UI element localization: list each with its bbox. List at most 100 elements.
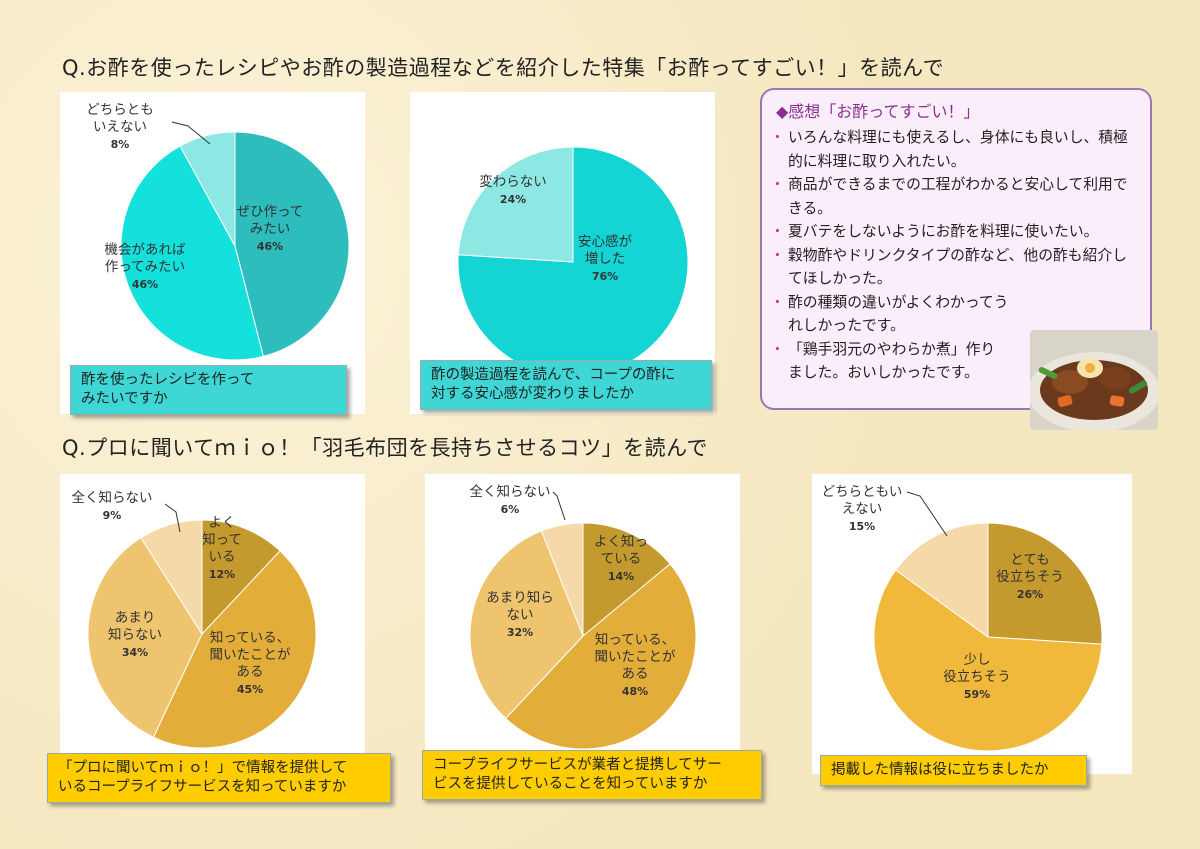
slice-percent-label: 34% [122,646,148,659]
comment-item: いろんな料理にも使えるし、身体にも良いし、積極的に料理に取り入れたい。 [770,126,1136,173]
pie-slice [234,131,350,358]
slice-label: ある [237,664,264,680]
comment-item: 「鶏手羽元のやわらか煮」作りました。おいしかったです。 [770,338,1136,385]
pie-slice [895,522,989,638]
chart-panel-1: ぜひ作って みたい 46% 機会があれば 作ってみたい 46% どちらとも いえない 8% [60,92,365,414]
slice-label: 変わらない [479,173,547,190]
slice-percent-label: 59% [964,688,990,701]
caption-5: 掲載した情報は役に立ちましたか [820,755,1087,786]
pie-slice [457,146,689,378]
leader-line [171,121,211,145]
leader-line [552,491,566,521]
slice-percent-label: 15% [849,520,875,533]
slice-percent-label: 12% [209,568,235,581]
slice-label: あまり [115,610,156,626]
slice-label: 全く知らない [470,483,551,500]
slice-label: ている [601,551,642,567]
chart-panel-4: よく知っ ている 14% 知っている、 聞いたことが ある 48% あまり知ら ない 32% 全く知… [425,474,740,774]
pie-slice [179,131,236,247]
pie-slice [457,146,574,263]
caption-2-line-2: 対する安心感が変わりましたか [431,386,634,402]
caption-4: コープライフサービスが業者と提携してサー ビスを提供していることを知っていますか [422,750,762,800]
caption-4-line-2: ビスを提供していることを知っていますか [433,776,708,792]
slice-label: ぜひ作って [237,204,304,220]
comment-item: 酢の種類の違いがよくわかってうれしかったです。 [770,291,1136,338]
pie-slice [140,519,203,636]
slice-label: 聞いたことが [210,647,291,663]
pie-slice [120,145,264,361]
slice-percent-label: 8% [111,138,130,151]
slice-percent-label: 14% [608,570,634,583]
pie-slice [987,522,1103,645]
caption-2-line-1: 酢の製造過程を読んで、コープの酢に [431,367,676,383]
slice-label: 知っている、 [210,629,290,646]
slice-label: ある [622,666,649,682]
slice-label: あまり知ら [486,589,554,606]
slice-label: 役立ちそう [996,569,1064,585]
caption-2: 酢の製造過程を読んで、コープの酢に 対する安心感が変わりましたか [420,360,712,410]
slice-percent-label: 6% [501,503,520,516]
comment-item: 穀物酢やドリンクタイプの酢など、他の酢も紹介してほしかった。 [770,244,1136,291]
slice-label: とても [1010,552,1049,568]
slice-percent-label: 32% [507,626,533,639]
slice-label: えない [842,501,883,517]
slice-label: ない [507,607,534,623]
slice-label: 役立ちそう [943,669,1011,685]
food-photo-image [1030,330,1158,430]
heading-q1: Q.お酢を使ったレシピやお酢の製造過程などを紹介した特集「お酢ってすごい！」を読… [62,56,945,80]
slice-label: 知っている、 [595,631,675,648]
slice-label: いえない [93,119,147,135]
leader-line [906,491,948,537]
slice-label: よく [209,515,236,531]
pie-slice [201,519,281,636]
food-photo [1030,330,1158,430]
comments-title: ◆感想「お酢ってすごい！」 [776,102,980,121]
slice-percent-label: 24% [500,193,526,206]
comment-item: 商品ができるまでの工程がわかると安心して利用できる。 [770,173,1136,220]
caption-1: 酢を使ったレシピを作って みたいですか [70,365,347,415]
slice-percent-label: 26% [1017,588,1043,601]
slice-label: 聞いたことが [595,649,676,665]
slice-label: 機会があれば [105,242,186,258]
caption-5-line-1: 掲載した情報は役に立ちましたか [831,762,1049,778]
slice-label: いる [209,549,236,565]
slice-percent-label: 46% [257,240,283,253]
slice-percent-label: 45% [237,683,263,696]
chart-panel-5: とても 役立ちそう 26% 少し 役立ちそう 59% どちらともい えない 15% [812,474,1132,774]
caption-1-line-1: 酢を使ったレシピを作って [81,372,255,388]
caption-4-line-1: コープライフサービスが業者と提携してサー [433,757,722,773]
pie-slice [540,522,584,637]
slice-percent-label: 48% [622,685,648,698]
slice-label: 増した [585,251,626,267]
slice-percent-label: 9% [103,509,122,522]
pie-slice [87,537,203,738]
slice-percent-label: 46% [132,278,158,291]
slice-label: よく知っ [594,533,648,550]
slice-label: みたい [250,221,291,237]
comment-item: 夏バテをしないようにお酢を料理に使いたい。 [770,220,1136,244]
slice-label: どちらとも [86,102,154,118]
pie-slice [873,569,1103,752]
slice-label: 少し [964,652,991,668]
slice-label: 全く知らない [72,489,153,506]
pie-slice [504,563,697,750]
pie-slice [582,522,671,638]
caption-1-line-2: みたいですか [81,391,168,407]
heading-q2: Q.プロに聞いてｍｉｏ！「羽毛布団を長持ちさせるコツ」を読んで [62,436,709,460]
slice-label: 安心感が [578,233,632,250]
caption-3: 「プロに聞いてｍｉｏ！」で情報を提供して いるコープライフサービスを知っています… [47,753,391,803]
slice-label: 知って [202,531,242,548]
slice-percent-label: 76% [592,270,618,283]
slice-label: どちらともい [822,484,903,500]
slice-label: 知らない [108,626,162,643]
caption-3-line-1: 「プロに聞いてｍｉｏ！」で情報を提供して [58,760,348,776]
pie-slice [469,530,584,720]
comments-list: いろんな料理にも使えるし、身体にも良いし、積極的に料理に取り入れたい。 商品がで… [770,126,1136,385]
caption-3-line-2: いるコープライフサービスを知っていますか [58,779,347,795]
slice-label: 作ってみたい [105,259,185,275]
